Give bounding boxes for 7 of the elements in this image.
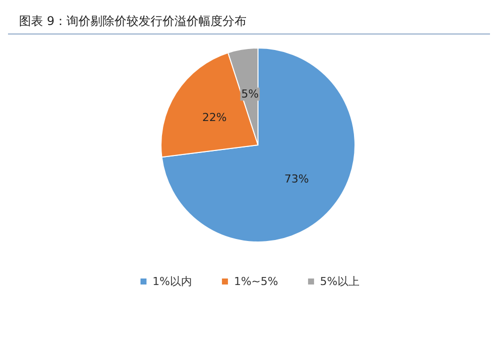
data-label: 5% [241,88,259,101]
legend-label: 5%以上 [320,275,360,288]
data-label: 22% [202,110,227,124]
legend-label: 1%~5% [234,275,278,288]
data-label: 73% [284,172,309,186]
legend-label: 1%以内 [152,275,192,288]
chart-title: 图表 9：询价剔除价较发行价溢价幅度分布 [19,14,246,28]
